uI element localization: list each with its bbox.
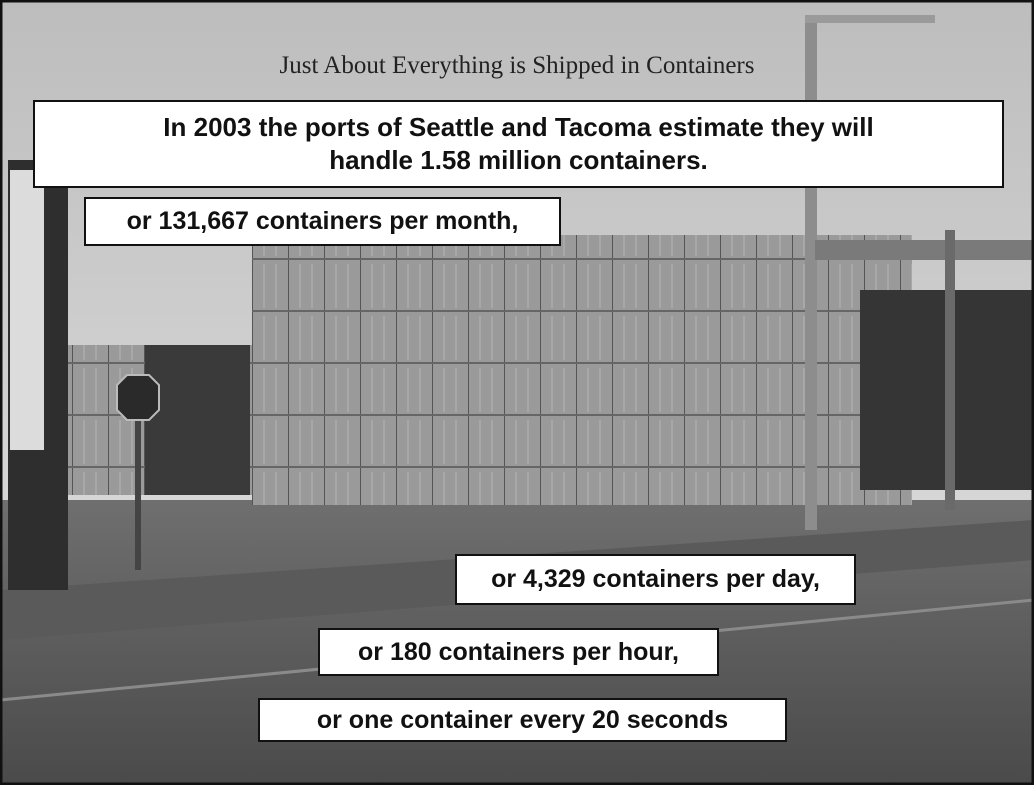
slide-title: Just About Everything is Shipped in Cont… — [0, 52, 1034, 80]
headline-box: In 2003 the ports of Seattle and Tacoma … — [33, 100, 1004, 188]
callout-box: or 131,667 containers per month, — [84, 197, 561, 246]
page: Just About Everything is Shipped in Cont… — [0, 0, 1034, 785]
callout-box: or 4,329 containers per day, — [455, 554, 856, 605]
headline-line: handle 1.58 million containers. — [329, 144, 708, 177]
headline-line: In 2003 the ports of Seattle and Tacoma … — [163, 111, 873, 144]
callout-box: or one container every 20 seconds — [258, 698, 787, 742]
callout-box: or 180 containers per hour, — [318, 628, 719, 676]
